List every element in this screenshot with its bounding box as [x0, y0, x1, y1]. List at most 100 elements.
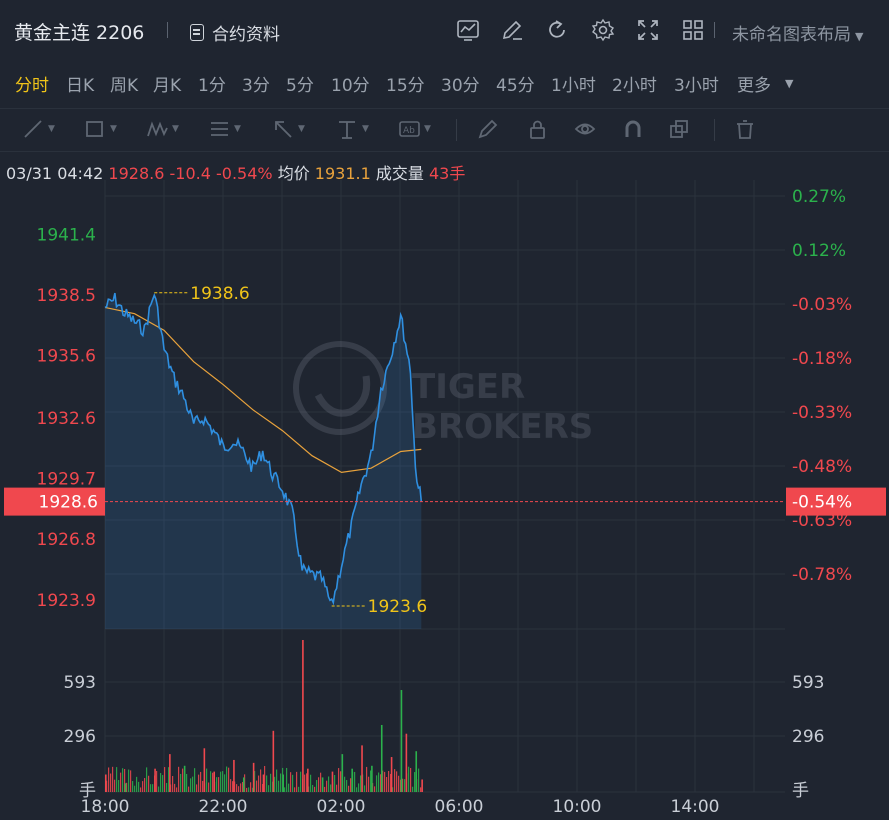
- volume-bar: [212, 772, 214, 792]
- line-tool-icon[interactable]: ▼: [22, 117, 55, 141]
- volume-bar: [150, 784, 152, 792]
- volume-bar: [172, 776, 174, 792]
- magnet-icon[interactable]: [622, 117, 644, 141]
- volume-bar: [306, 773, 308, 792]
- tab-period-8[interactable]: 15分: [386, 75, 425, 96]
- volume-bar: [244, 774, 246, 792]
- tab-period-1[interactable]: 日K: [66, 75, 95, 96]
- text-tool-icon[interactable]: Ab ▼: [398, 117, 431, 141]
- volume-bar: [408, 766, 410, 792]
- volume-bar: [262, 774, 265, 792]
- quote-price: 1928.6: [108, 164, 165, 183]
- price-tick-label: 1923.9: [37, 591, 96, 611]
- volume-bar: [178, 766, 180, 792]
- trash-icon[interactable]: [734, 117, 756, 141]
- price-tick-label: 1929.7: [37, 470, 96, 490]
- volume-bar: [218, 777, 220, 792]
- grid-icon[interactable]: [670, 16, 715, 44]
- volume-value: 43手: [428, 164, 466, 183]
- tab-period-9[interactable]: 30分: [441, 75, 480, 96]
- volume-bar: [180, 773, 182, 792]
- fullscreen-icon[interactable]: [625, 16, 670, 44]
- volume-bar: [336, 784, 338, 792]
- tab-period-10[interactable]: 45分: [496, 75, 535, 96]
- volume-bar: [224, 774, 226, 792]
- volume-bar: [183, 765, 186, 792]
- volume-bar: [250, 782, 252, 792]
- volume-bar: [112, 766, 114, 792]
- tab-period-5[interactable]: 3分: [242, 75, 270, 96]
- volume-bar: [400, 690, 403, 792]
- volume-bar: [351, 768, 353, 792]
- indicator-icon[interactable]: [445, 16, 490, 44]
- volume-bar: [108, 767, 110, 792]
- volume-bar: [421, 779, 423, 792]
- watermark-line2: BROKERS: [412, 407, 593, 447]
- wave-tool-icon[interactable]: ▼: [146, 117, 179, 141]
- volume-bar: [374, 786, 376, 792]
- tab-period-13[interactable]: 3小时: [674, 75, 719, 96]
- volume-bar: [168, 767, 170, 792]
- quote-time: 03/31 04:42: [6, 164, 104, 183]
- volume-bar: [213, 771, 216, 792]
- volume-bar: [169, 754, 171, 792]
- tab-period-2[interactable]: 周K: [110, 75, 139, 96]
- pct-tick-label: -0.78%: [792, 565, 852, 585]
- volume-tick-label: 手: [79, 781, 96, 801]
- contract-info-button[interactable]: 合约资料: [190, 20, 280, 45]
- volume-bar: [152, 784, 154, 792]
- pct-tick-label: -0.33%: [792, 403, 852, 423]
- tab-period-14[interactable]: 更多: [737, 75, 771, 96]
- tab-period-11[interactable]: 1小时: [551, 75, 596, 96]
- eye-icon[interactable]: [574, 117, 596, 141]
- volume-bar: [160, 773, 162, 792]
- volume-bar: [378, 772, 380, 792]
- volume-bar: [402, 778, 404, 792]
- pct-tick-label: -0.63%: [792, 511, 852, 531]
- tab-period-7[interactable]: 10分: [331, 75, 370, 96]
- volume-bar: [392, 787, 394, 792]
- instrument-title[interactable]: 黄金主连 2206: [14, 22, 145, 44]
- volume-bar: [222, 771, 224, 792]
- volume-bar: [340, 771, 342, 792]
- tab-period-6[interactable]: 5分: [286, 75, 314, 96]
- volume-bar: [266, 775, 268, 792]
- tab-period-0[interactable]: 分时: [15, 75, 49, 96]
- volume-bar: [405, 733, 408, 792]
- rect-tool-icon[interactable]: ▼: [84, 117, 117, 141]
- settings-icon[interactable]: [580, 16, 625, 44]
- arrow-tool-icon[interactable]: ▼: [272, 117, 305, 141]
- volume-bar: [154, 768, 156, 792]
- current-price-marker: 1928.6 -0.54%: [4, 487, 886, 516]
- refresh-icon[interactable]: [535, 16, 580, 44]
- volume-bar: [282, 774, 284, 792]
- tab-period-12[interactable]: 2小时: [612, 75, 657, 96]
- volume-bar: [292, 774, 294, 792]
- volume-bar: [356, 787, 358, 792]
- volume-bar: [174, 783, 176, 792]
- fib-tool-icon[interactable]: ▼: [211, 122, 241, 136]
- volume-bar: [364, 785, 366, 792]
- edit-icon[interactable]: [490, 16, 535, 44]
- layout-dropdown[interactable]: 未命名图表布局 ▼: [732, 20, 863, 45]
- copy-icon[interactable]: [668, 117, 690, 141]
- brush-icon[interactable]: [476, 117, 498, 141]
- low-price-label: 1923.6: [368, 597, 427, 617]
- volume-bar: [334, 775, 336, 792]
- current-price-badge: [4, 487, 105, 516]
- volume-bar: [136, 776, 138, 792]
- price-tool-icon[interactable]: ▼: [339, 121, 369, 139]
- volume-bar: [360, 775, 362, 792]
- tab-period-4[interactable]: 1分: [198, 75, 226, 96]
- chart-grid: [104, 180, 785, 793]
- lock-icon[interactable]: [526, 117, 548, 141]
- time-tick-label: 18:00: [81, 797, 130, 817]
- price-chart[interactable]: TIGER BROKERS 1941.41938.51935.61932.619…: [0, 180, 889, 820]
- volume-bar: [300, 771, 302, 792]
- time-tick-label: 10:00: [553, 797, 602, 817]
- volume-bar: [330, 784, 332, 792]
- volume-bar: [331, 771, 334, 792]
- tab-period-3[interactable]: 月K: [153, 75, 182, 96]
- high-price-label: 1938.6: [190, 284, 249, 304]
- price-tick-label: 1926.8: [37, 530, 96, 550]
